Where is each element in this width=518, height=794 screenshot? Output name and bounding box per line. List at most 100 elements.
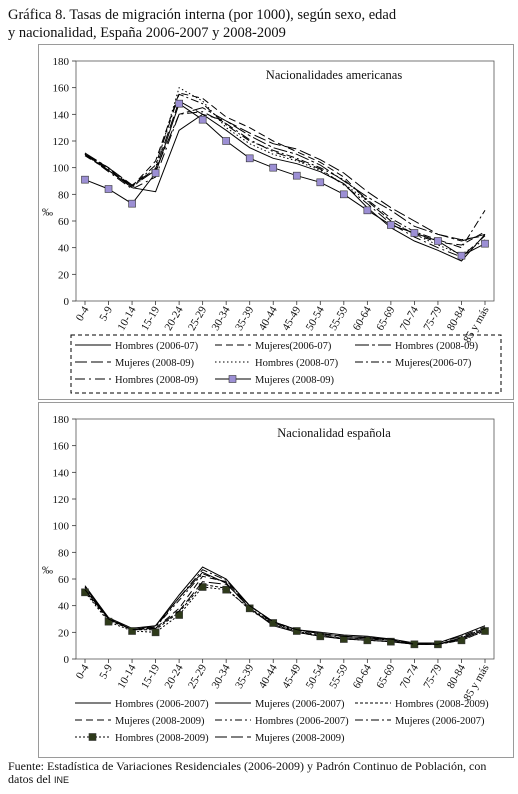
c1-ytick-label: 40 — [58, 601, 70, 613]
c1-series-line-4 — [84, 575, 486, 645]
c0-plot-area — [75, 60, 495, 302]
c0-xtick-label: 5-9 — [97, 304, 115, 323]
c1-xtick-label: 55-59 — [327, 662, 350, 691]
c0-series-8-point — [316, 178, 325, 187]
c0-xtick-label: 50-54 — [304, 304, 327, 333]
c1-series-7-point — [410, 640, 419, 649]
c1-xtick-label: 5-9 — [97, 662, 115, 681]
c0-xtick-label: 40-44 — [257, 304, 280, 333]
c1-xtick-label: 45-49 — [280, 662, 303, 691]
c1-ytick-label: 120 — [53, 494, 70, 506]
c1-series-line-5 — [84, 573, 486, 645]
c1-ytick-label: 160 — [53, 441, 70, 453]
c1-xtick-label: 75-79 — [421, 662, 444, 691]
c1-legend-label: Hombres (2006-2007) — [255, 716, 349, 727]
c0-series-line-8 — [84, 102, 486, 257]
c1-xtick-label: 50-54 — [304, 662, 327, 691]
c1-series-7-point — [81, 588, 89, 597]
chart-americanas: 0 20 40 60 80 100 120 140 160 180 ‰ 0-4 5-9 10-14 15-1… — [42, 56, 502, 394]
c0-xtick-label: 65-69 — [374, 304, 397, 333]
c1-legend-label: Hombres (2008-2009) — [115, 733, 209, 744]
c0-series-line-6 — [84, 93, 486, 249]
c0-series-8-point — [151, 169, 160, 177]
c0-xtick-label: 60-64 — [351, 304, 374, 333]
c0-series-8-point — [410, 229, 419, 237]
source-text: Fuente: Estadística de Variaciones Resid… — [8, 759, 487, 786]
c0-title: Nacionalidades americanas — [266, 68, 403, 82]
c1-legend-marker — [88, 733, 97, 741]
c0-ytick-label: 40 — [58, 243, 70, 255]
c0-xtick-label: 0-4 — [74, 304, 92, 323]
c1-plot-area — [75, 418, 495, 660]
c1-xtick-label: 60-64 — [351, 662, 374, 691]
c0-ytick-label: 100 — [53, 163, 70, 175]
c0-series-8-point — [104, 185, 113, 193]
c0-xtick-label: 30-34 — [210, 304, 233, 333]
c0-series-8-point — [457, 251, 466, 260]
c1-xtick-label: 40-44 — [257, 662, 280, 691]
c0-legend-box — [70, 334, 502, 394]
c0-series-8-point — [81, 175, 89, 184]
c1-series-7-point — [104, 617, 113, 626]
c1-legend: Hombres (2006-2007) Mujeres (2006-2007) Ho… — [75, 699, 489, 744]
c0-legend-label: Mujeres (2008-09) — [255, 375, 335, 386]
c0-ytick-label: 80 — [58, 189, 70, 201]
c1-xtick-label: 20-24 — [162, 662, 185, 691]
c1-series-7-point — [340, 635, 348, 643]
c1-ytick-label: 100 — [53, 521, 70, 533]
c1-ytick-label: 20 — [58, 627, 70, 639]
c0-xtick-label: 10-14 — [115, 304, 138, 333]
c1-ylabel: ‰ — [42, 565, 53, 577]
c1-series-7-point — [198, 583, 207, 591]
c0-xtick-label: 80-84 — [445, 304, 468, 333]
c1-xtick-label: 70-74 — [398, 662, 421, 691]
c0-ylabel: ‰ — [42, 207, 53, 219]
c0-series-8-point — [198, 115, 207, 124]
c1-legend-label: Mujeres (2008-2009) — [115, 716, 205, 727]
c0-series-8-point — [245, 154, 254, 163]
chart-panel-americanas: 0 20 40 60 80 100 120 140 160 180 ‰ 0-4 5-9 10-14 15-1… — [38, 44, 514, 400]
c1-legend-label: Mujeres (2006-2007) — [395, 716, 485, 727]
source-ine: INE — [54, 775, 70, 785]
c1-series-line-7 — [84, 586, 486, 645]
c0-series-8-point — [481, 239, 489, 248]
chart-espanola: 0 20 40 60 80 100 120 140 160 180 ‰ 0-4 5-9 10-14 15-1… — [42, 414, 495, 744]
c0-legend-label: Hombres (2008-07) — [255, 358, 339, 369]
c1-xtick-label: 15-19 — [139, 662, 162, 691]
c0-ytick-label: 120 — [53, 136, 70, 148]
c1-series-7-point — [222, 585, 230, 594]
figure-title-line-2: y nacionalidad, España 2006-2007 y 2008-… — [8, 25, 286, 41]
c0-series-8-point — [128, 199, 136, 208]
c1-title: Nacionalidad española — [277, 426, 391, 440]
c0-series-8-point — [387, 221, 395, 229]
c1-series-7-point — [363, 636, 372, 645]
c0-legend-label: Hombres (2008-09) — [115, 375, 199, 386]
c1-series-7-point — [151, 628, 160, 637]
c0-xtick-label: 35-39 — [233, 304, 256, 333]
c0-xtick-label: 55-59 — [327, 304, 350, 333]
c1-legend-label: Mujeres (2008-2009) — [255, 733, 345, 744]
c0-xtick-label: 70-74 — [398, 304, 421, 333]
c1-series-line-6 — [84, 569, 486, 645]
c0-series-8-point — [340, 190, 348, 199]
c1-xtick-label: 35-39 — [233, 662, 256, 691]
c0-legend-label: Mujeres(2006-07) — [395, 358, 472, 369]
c0-series-line-3 — [84, 107, 486, 242]
c1-xtick-label: 10-14 — [115, 662, 138, 691]
c1-legend-label: Mujeres (2006-2007) — [255, 699, 345, 710]
c1-series-7-point — [292, 627, 301, 635]
c1-series-7-point — [387, 637, 395, 646]
c1-xtick-label: 0-4 — [74, 662, 92, 681]
c0-ytick-label: 160 — [53, 83, 70, 95]
c0-xtick-label: 25-29 — [186, 304, 209, 333]
source-note: Fuente: Estadística de Variaciones Resid… — [8, 760, 514, 787]
c1-legend-label: Hombres (2008-2009) — [395, 699, 489, 710]
c0-ytick-label: 180 — [53, 56, 70, 68]
c0-xtick-label: 45-49 — [280, 304, 303, 333]
c0-xtick-label: 20-24 — [162, 304, 185, 333]
c1-series-7-point — [481, 627, 489, 635]
figure-title-line-1: Gráfica 8. Tasas de migración interna (p… — [8, 7, 397, 23]
c1-series-line-2 — [84, 566, 486, 644]
c1-ytick-label: 0 — [64, 654, 70, 666]
c1-ytick-label: 60 — [58, 574, 70, 586]
